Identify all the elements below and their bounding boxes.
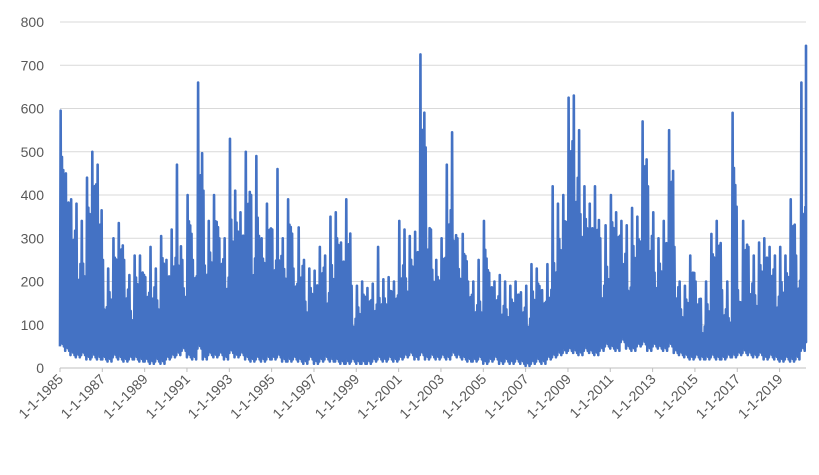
- x-axis-ticks: 1-1-19851-1-19871-1-19891-1-19911-1-1993…: [15, 368, 786, 422]
- x-tick-label: 1-1-1987: [57, 371, 108, 422]
- x-tick-label: 1-1-2011: [566, 371, 616, 421]
- x-tick-label: 1-1-2001: [354, 371, 405, 422]
- y-tick-label: 500: [21, 144, 45, 160]
- x-tick-label: 1-1-2013: [608, 371, 659, 422]
- x-tick-label: 1-1-2003: [396, 371, 447, 422]
- x-tick-label: 1-1-2007: [481, 371, 532, 422]
- y-tick-label: 200: [21, 274, 45, 290]
- x-tick-label: 1-1-1999: [311, 371, 362, 422]
- series-line-1: [58, 44, 808, 368]
- x-tick-label: 1-1-2019: [735, 371, 786, 422]
- x-tick-label: 1-1-2005: [438, 371, 489, 422]
- x-tick-label: 1-1-1989: [100, 371, 151, 422]
- y-axis-ticks: 0 100 200 300 400 500 600 700 800: [21, 14, 45, 376]
- x-tick-label: 1-1-2015: [650, 371, 701, 422]
- y-tick-label: 800: [21, 14, 45, 30]
- x-tick-label: 1-1-1993: [184, 371, 235, 422]
- y-tick-label: 400: [21, 187, 45, 203]
- y-tick-label: 300: [21, 230, 45, 246]
- x-tick-label: 1-1-1997: [269, 371, 320, 422]
- x-tick-label: 1-1-1991: [142, 371, 193, 422]
- gridlines: [60, 21, 806, 326]
- y-tick-label: 700: [21, 57, 45, 73]
- y-tick-label: 600: [21, 101, 45, 117]
- y-tick-label: 100: [21, 317, 45, 333]
- x-tick-label: 1-1-1985: [15, 371, 66, 422]
- x-tick-label: 1-1-2009: [523, 371, 574, 422]
- y-tick-label: 0: [36, 360, 44, 376]
- series-layer: [58, 44, 808, 368]
- x-tick-label: 1-1-2017: [692, 371, 743, 422]
- x-tick-label: 1-1-1995: [227, 371, 278, 422]
